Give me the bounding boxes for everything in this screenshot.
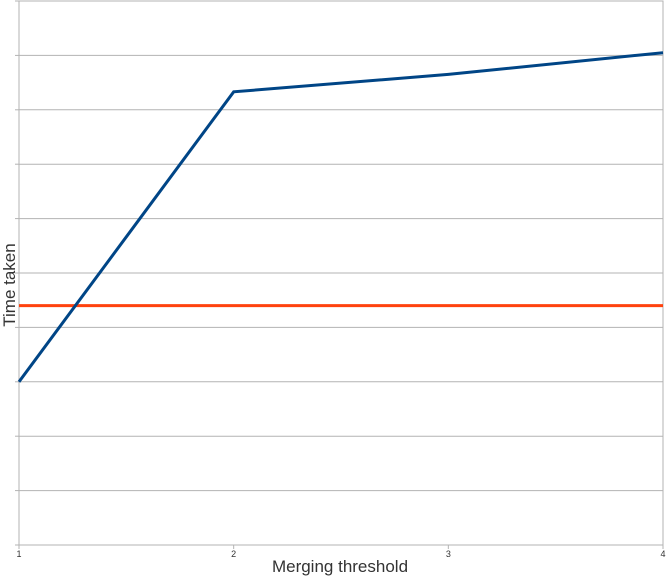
x-tick-label-2: 2 bbox=[231, 549, 236, 559]
x-tick-label-4: 4 bbox=[660, 549, 665, 559]
grid-lines bbox=[19, 54, 663, 492]
x-axis-ticks: 1 2 3 4 bbox=[16, 545, 666, 559]
y-axis-title: Time taken bbox=[0, 243, 19, 326]
x-axis-title: Merging threshold bbox=[272, 557, 408, 576]
x-tick-label-1: 1 bbox=[16, 549, 21, 559]
series-line-1 bbox=[17, 51, 664, 383]
series-layer bbox=[17, 51, 664, 383]
plot-frame bbox=[15, 0, 664, 546]
x-tick-label-3: 3 bbox=[446, 549, 451, 559]
